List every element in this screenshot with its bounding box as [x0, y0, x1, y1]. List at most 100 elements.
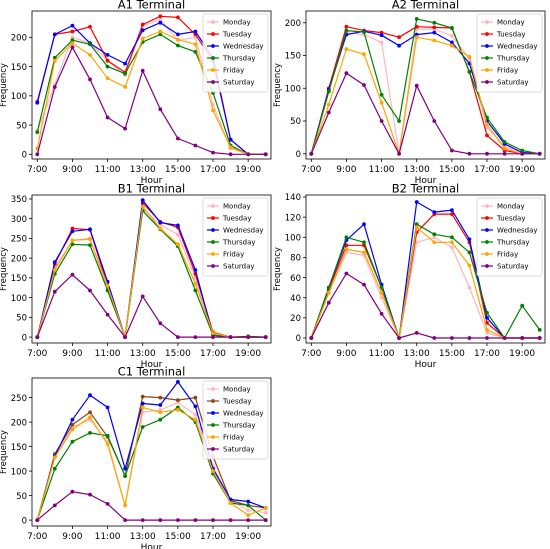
data-point: [263, 152, 268, 157]
data-point: [158, 403, 163, 407]
legend-label: Saturday: [497, 79, 529, 87]
legend-box: [202, 13, 269, 93]
y-tick-label: 50: [16, 492, 27, 502]
data-point: [344, 71, 349, 76]
data-point: [502, 336, 507, 340]
data-point: [158, 410, 163, 415]
legend-marker: [211, 68, 215, 72]
chart-title: A1 Terminal: [118, 0, 185, 12]
data-point: [537, 336, 542, 340]
data-point: [432, 119, 437, 123]
data-point: [450, 40, 454, 45]
data-point: [246, 335, 251, 339]
data-point: [414, 200, 419, 204]
data-point: [326, 290, 331, 295]
legend: Monday Tuesday Wednesday Thursday Friday Satu…: [476, 197, 543, 277]
data-point: [502, 140, 507, 144]
x-axis-label: Hour: [415, 176, 437, 186]
data-point: [123, 85, 127, 89]
legend-marker: [485, 264, 489, 268]
data-point: [70, 489, 75, 494]
data-point: [228, 501, 233, 505]
data-point: [140, 394, 145, 399]
data-point: [70, 417, 75, 422]
legend-marker: [211, 447, 215, 451]
data-point: [140, 36, 145, 41]
series-line: [310, 26, 540, 155]
legend: Monday Tuesday Wednesday Thursday Friday Satu…: [202, 13, 269, 93]
legend-item-friday: Friday: [207, 67, 244, 75]
x-tick-label: 19:00: [235, 349, 261, 359]
series-line: [36, 33, 266, 155]
legend-item-thursday: Thursday: [207, 422, 256, 430]
legend-item-saturday: Saturday: [207, 263, 255, 271]
data-point: [105, 76, 110, 81]
x-tick-label: 11:00: [369, 349, 395, 359]
y-tick-label: 0: [22, 516, 27, 526]
data-point: [158, 29, 163, 34]
data-point: [414, 225, 419, 230]
legend-marker: [211, 399, 215, 403]
y-tick-label: 100: [285, 233, 301, 243]
data-point: [158, 14, 163, 19]
data-point: [485, 122, 489, 127]
data-point: [70, 45, 75, 50]
legend-item-tuesday: Tuesday: [481, 31, 525, 39]
legend-label: Tuesday: [496, 31, 525, 39]
chart-title: C1 Terminal: [118, 365, 186, 379]
data-point: [70, 229, 75, 234]
y-tick-label: 150: [285, 52, 301, 62]
data-point: [379, 40, 384, 45]
legend-marker: [211, 32, 215, 36]
legend-marker: [485, 240, 489, 244]
data-point: [70, 29, 75, 34]
series-saturday: [35, 272, 268, 339]
y-tick-label: 0: [22, 333, 27, 343]
y-tick-label: 100: [11, 92, 27, 102]
data-point: [193, 268, 198, 272]
data-point: [123, 503, 127, 508]
plot-frame: [31, 10, 272, 160]
x-tick-label: 13:00: [404, 349, 430, 359]
legend-label: Saturday: [223, 446, 255, 454]
data-point: [228, 145, 233, 150]
y-tick-label: 200: [11, 418, 27, 428]
x-tick-label: 7:00: [27, 165, 47, 175]
legend-item-thursday: Thursday: [481, 55, 530, 63]
data-point: [105, 58, 110, 63]
data-point: [344, 47, 349, 51]
legend-marker: [485, 228, 489, 232]
data-point: [414, 83, 419, 88]
y-tick-label: 100: [11, 467, 27, 477]
x-tick-label: 9:00: [62, 349, 82, 359]
data-point: [362, 222, 366, 227]
x-tick-label: 15:00: [439, 349, 465, 359]
data-point: [158, 321, 163, 326]
data-point: [123, 61, 127, 66]
legend-label: Tuesday: [222, 215, 251, 223]
legend-label: Wednesday: [223, 43, 264, 51]
x-tick-label: 9:00: [336, 349, 356, 359]
data-point: [414, 35, 419, 40]
data-point: [123, 335, 127, 339]
legend-marker: [485, 252, 489, 256]
series-line: [310, 36, 540, 155]
data-point: [485, 133, 489, 138]
data-point: [379, 30, 384, 35]
legend-item-wednesday: Wednesday: [207, 227, 264, 235]
data-point: [35, 518, 40, 522]
data-point: [88, 227, 92, 232]
y-tick-label: 150: [11, 274, 27, 284]
legend-marker: [211, 44, 215, 48]
data-point: [88, 415, 92, 420]
legend-label: Friday: [497, 251, 518, 259]
data-point: [450, 212, 454, 217]
legend-item-thursday: Thursday: [207, 55, 256, 63]
y-tick-label: 50: [16, 121, 27, 131]
legend-item-friday: Friday: [207, 251, 244, 259]
data-point: [70, 238, 75, 243]
x-tick-label: 15:00: [165, 532, 191, 542]
data-point: [105, 405, 110, 410]
y-tick-label: 350: [11, 195, 27, 205]
data-point: [158, 220, 163, 225]
